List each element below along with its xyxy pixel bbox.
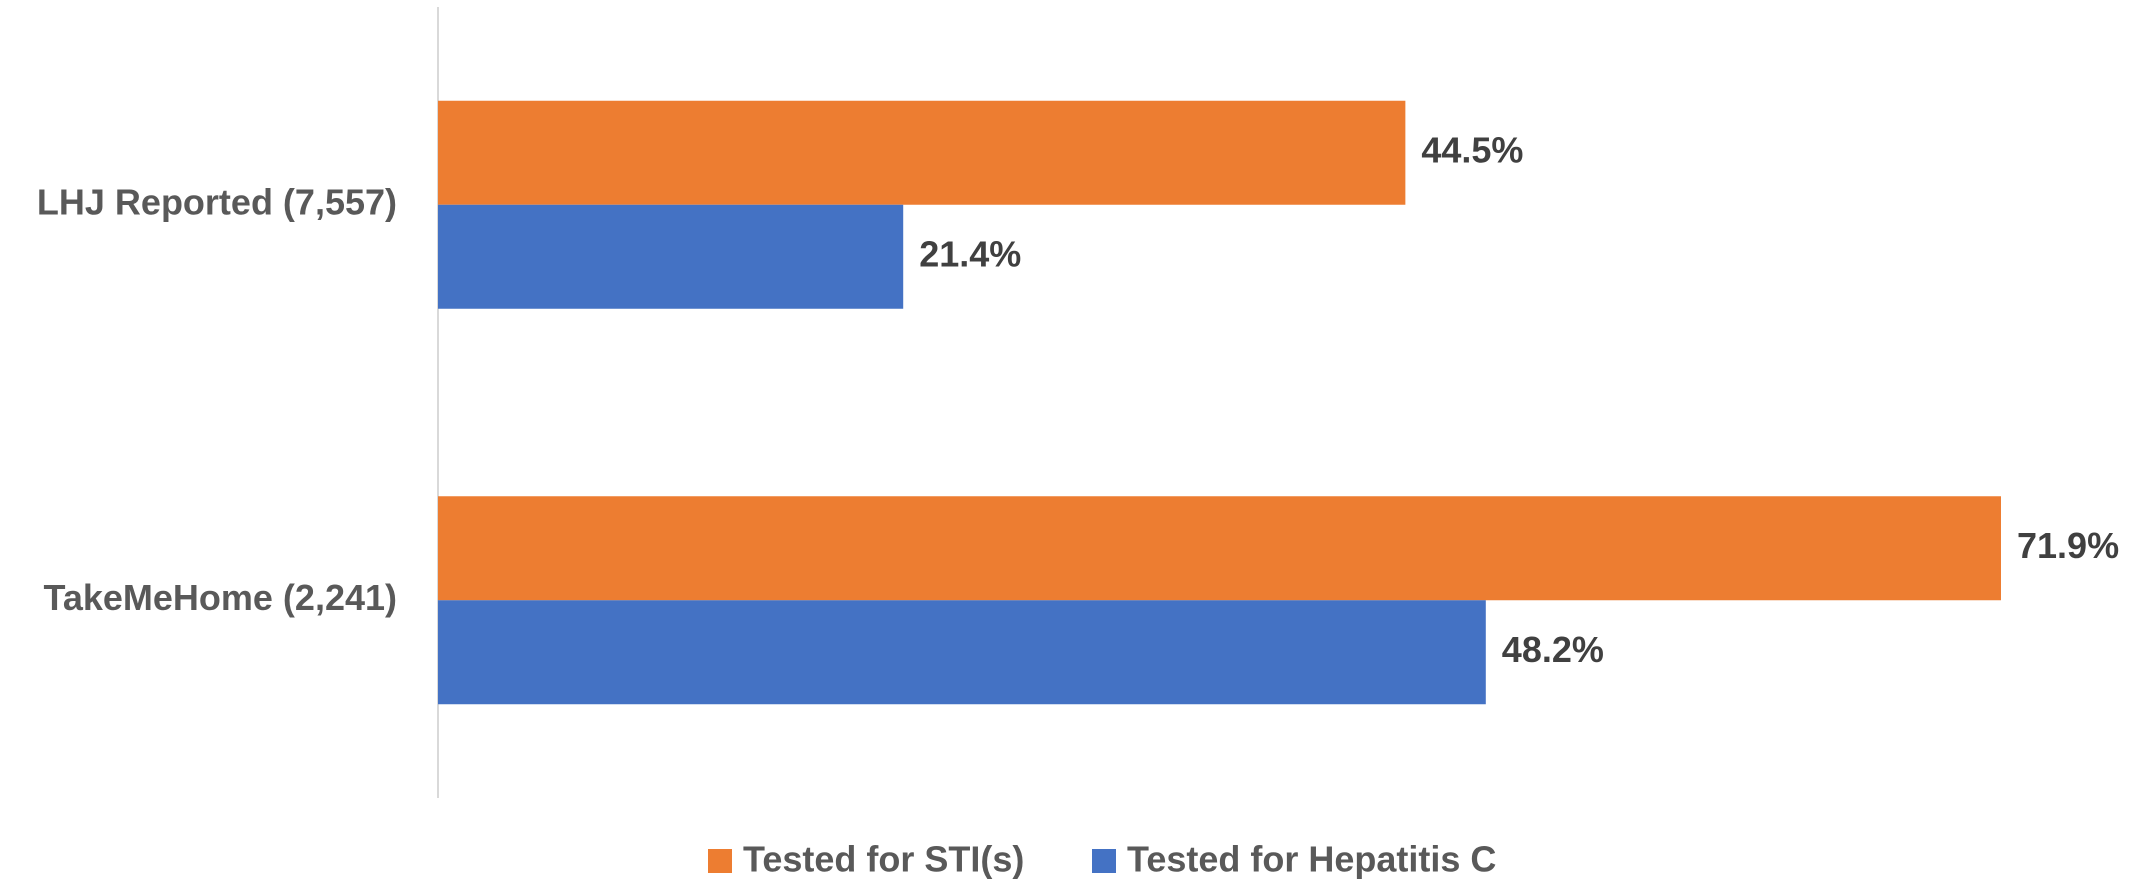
data-label: 71.9% — [2017, 525, 2119, 566]
legend-label: Tested for STI(s) — [743, 839, 1024, 880]
bar — [438, 600, 1486, 705]
data-label: 44.5% — [1421, 129, 1523, 170]
bar — [438, 204, 904, 309]
legend-label: Tested for Hepatitis C — [1127, 839, 1496, 880]
bar — [438, 496, 2001, 601]
data-label: 21.4% — [919, 233, 1021, 274]
y-tick-label: LHJ Reported (7,557) — [37, 181, 397, 222]
bar — [438, 100, 1406, 205]
legend-swatch — [1092, 849, 1116, 873]
data-label: 48.2% — [1502, 629, 1604, 670]
y-tick-label: TakeMeHome (2,241) — [44, 577, 397, 618]
legend-swatch — [708, 849, 732, 873]
